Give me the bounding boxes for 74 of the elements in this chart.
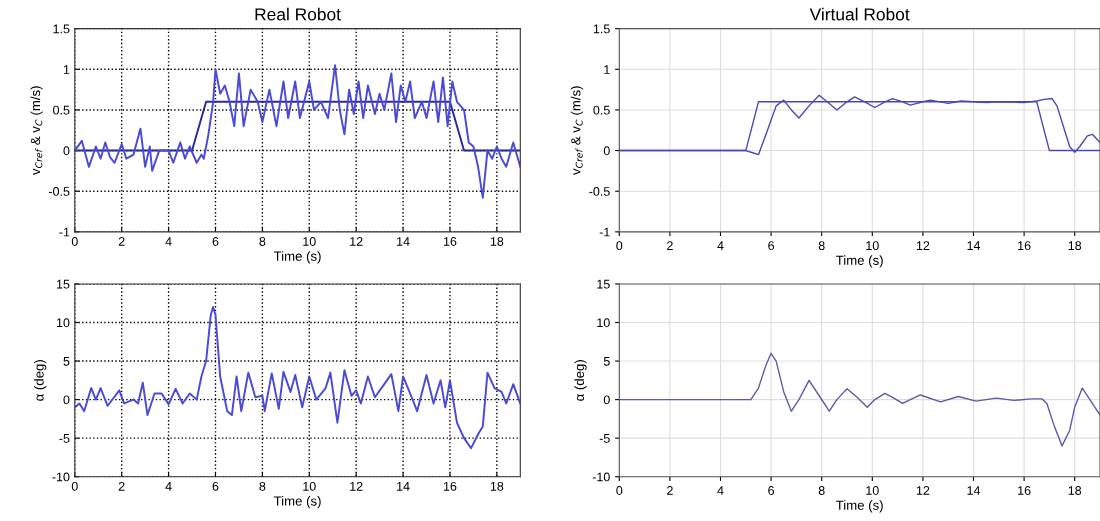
x-tick-label: 16 <box>443 237 457 246</box>
x-tick-label: 2 <box>667 486 673 495</box>
x-tick-label: 12 <box>350 237 363 246</box>
x-tick-label: 12 <box>916 486 930 495</box>
x-tick-label: 4 <box>165 482 172 491</box>
x-tick-label: 2 <box>118 237 125 246</box>
x-tick-label: 4 <box>165 237 172 246</box>
x-tick-label: 0 <box>71 237 78 246</box>
x-tick-label: 10 <box>866 241 879 251</box>
x-tick-label: 16 <box>1018 241 1031 251</box>
x-tick-label: 14 <box>967 486 981 495</box>
x-tick-label: 14 <box>397 237 410 246</box>
chart-title: Real Robot <box>255 7 341 21</box>
y-tick-label: -10 <box>592 472 610 482</box>
y-tick-label: 0 <box>63 146 70 156</box>
x-tick-label: 10 <box>303 481 316 491</box>
y-tick-label: 1 <box>63 65 70 74</box>
x-tick-label: 6 <box>768 241 775 251</box>
y-tick-label: 15 <box>597 279 610 289</box>
y-tick-label: 0 <box>63 395 70 405</box>
x-tick-label: 8 <box>818 241 825 251</box>
y-tick-label: 0 <box>603 146 610 156</box>
x-tick-label: 8 <box>818 486 825 495</box>
x-tick-label: 18 <box>1068 241 1082 251</box>
y-axis-title: v$_{Cref}$ & v$_{C}$ (m/s) <box>570 86 584 176</box>
x-tick-label: 18 <box>490 237 504 246</box>
y-tick-label: -5 <box>59 434 70 443</box>
x-tick-label: 8 <box>259 481 266 491</box>
x-tick-label: 12 <box>916 241 930 250</box>
y-tick-label: 1.5 <box>593 24 610 34</box>
y-tick-label: 1.5 <box>53 24 70 34</box>
x-axis-title: Time (s) <box>273 251 321 264</box>
x-tick-label: 6 <box>768 486 775 495</box>
y-tick-label: -0.5 <box>48 187 70 196</box>
y-tick-label: 0 <box>603 395 610 405</box>
x-tick-label: 6 <box>212 481 219 491</box>
x-tick-label: 14 <box>397 482 410 491</box>
x-axis-title: Time (s) <box>836 255 883 268</box>
x-tick-label: 0 <box>616 241 623 251</box>
y-tick-label: 10 <box>56 318 70 328</box>
y-tick-label: 15 <box>56 279 70 289</box>
x-tick-label: 0 <box>71 481 78 491</box>
y-tick-label: -0.5 <box>589 187 610 196</box>
x-tick-label: 16 <box>1018 486 1031 495</box>
y-tick-label: 0.5 <box>53 105 70 115</box>
chart-title: Virtual Robot <box>809 7 910 21</box>
y-tick-label: 0.5 <box>593 105 610 115</box>
y-tick-label: 5 <box>603 356 610 366</box>
x-tick-label: 8 <box>259 237 266 246</box>
y-tick-label: -1 <box>59 227 70 237</box>
x-tick-label: 0 <box>616 486 623 495</box>
y-tick-label: 1 <box>604 65 610 74</box>
x-tick-label: 2 <box>118 481 125 491</box>
x-tick-label: 10 <box>866 486 879 495</box>
y-tick-label: 5 <box>63 356 70 366</box>
y-tick-label: -1 <box>599 227 610 237</box>
x-tick-label: 16 <box>443 481 457 491</box>
x-tick-label: 2 <box>667 241 673 250</box>
x-tick-label: 10 <box>303 237 316 246</box>
y-tick-label: -10 <box>52 472 70 482</box>
x-tick-label: 18 <box>490 481 504 491</box>
y-axis-title: v$_{Cref}$ & v$_{C}$ (m/s) <box>30 86 43 176</box>
x-tick-label: 14 <box>967 241 981 250</box>
x-axis-title: Time (s) <box>273 496 321 509</box>
x-tick-label: 12 <box>350 481 363 491</box>
x-tick-label: 6 <box>212 237 219 246</box>
y-axis-title: α (deg) <box>574 360 587 401</box>
x-tick-label: 18 <box>1068 486 1082 495</box>
x-axis-title: Time (s) <box>836 500 883 513</box>
x-tick-label: 4 <box>717 241 724 250</box>
y-axis-title: α (deg) <box>34 360 47 401</box>
x-tick-label: 4 <box>717 486 724 495</box>
y-tick-label: 10 <box>597 318 610 328</box>
y-tick-label: -5 <box>599 434 610 443</box>
